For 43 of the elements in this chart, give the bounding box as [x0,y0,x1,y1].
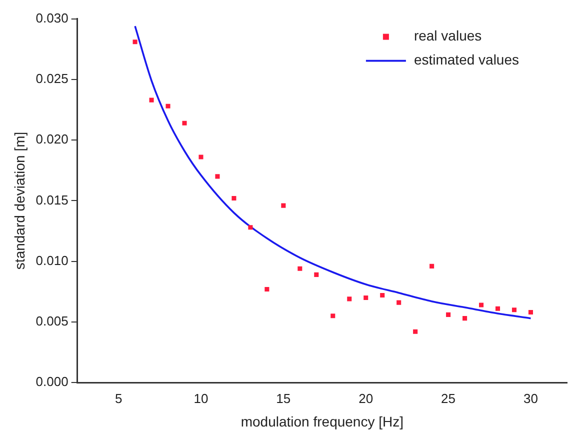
point [215,174,220,179]
legend-label: estimated values [414,52,520,68]
y-tick-label: 0.000 [36,374,68,390]
point [495,306,500,311]
y-tick-label: 0.020 [36,132,68,147]
point [512,308,517,312]
point [330,314,336,318]
x-tick-label: 5 [114,390,122,406]
point [413,329,418,334]
point [298,266,302,271]
point [430,264,434,268]
point [182,120,187,126]
y-tick-label: 0.010 [36,252,68,268]
x-tick-label: 20 [358,390,374,406]
y-axis-title: standard deviation [m] [11,132,28,270]
line-series [134,25,532,320]
point [396,300,402,305]
point [528,310,533,315]
x-tick-label: 10 [194,390,208,406]
point [264,286,270,292]
point [479,302,484,308]
y-tick-label: 0.025 [36,71,68,86]
point [232,196,236,201]
point [347,296,352,302]
x-tick-label: 25 [441,390,456,406]
point [364,295,368,300]
legend-label: real values [414,28,482,44]
point [198,154,204,160]
x-tick-label: 15 [276,390,291,406]
y-tick-label: 0.015 [36,192,68,208]
x-tick-label: 30 [523,390,538,406]
point [132,40,138,44]
point [462,316,468,321]
point [314,272,319,277]
point [149,98,154,102]
point [281,203,286,208]
point [446,312,451,317]
point [166,104,170,108]
y-tick-label: 0.030 [36,10,68,26]
y-tick-label: 0.005 [36,314,68,329]
point [248,225,253,230]
x-axis-title: modulation frequency [Hz] [240,413,404,430]
point [380,293,385,298]
